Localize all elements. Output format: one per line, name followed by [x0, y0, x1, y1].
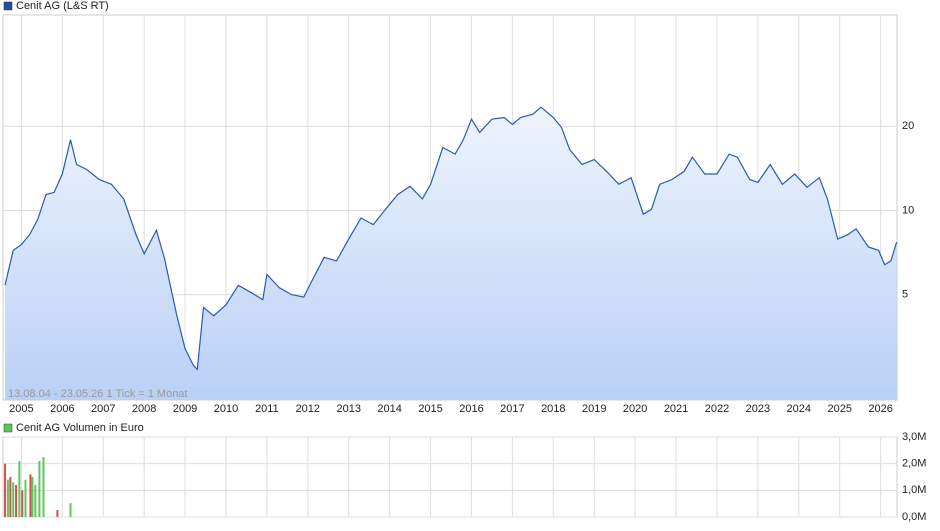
legend-swatch — [3, 423, 13, 433]
price-area — [5, 107, 897, 400]
x-tick-label: 2012 — [296, 403, 320, 415]
plot-frame — [2, 436, 898, 518]
x-tick-label: 2013 — [336, 403, 360, 415]
volume-bar — [18, 461, 21, 517]
volume-bar — [21, 490, 24, 517]
x-tick-label: 2021 — [664, 403, 688, 415]
x-tick-label: 2018 — [541, 403, 565, 415]
x-tick-label: 2026 — [868, 403, 892, 415]
volume-bar — [42, 457, 45, 517]
volume-bar — [31, 477, 34, 517]
x-tick-label: 2020 — [623, 403, 647, 415]
y-tick-label: 0,0M — [902, 511, 926, 523]
legend-label: Cenit AG Volumen in Euro — [16, 422, 144, 434]
volume-bar — [9, 477, 12, 517]
x-tick-label: 2024 — [787, 403, 811, 415]
x-tick-label: 2011 — [255, 403, 279, 415]
y-tick-label: 2,0M — [902, 458, 926, 470]
x-tick-label: 2017 — [500, 403, 524, 415]
x-tick-label: 2005 — [9, 403, 33, 415]
y-tick-label: 3,0M — [902, 431, 926, 443]
x-tick-label: 2010 — [214, 403, 238, 415]
y-tick-label: 20 — [902, 120, 914, 132]
x-tick-label: 2019 — [582, 403, 606, 415]
volume-bar — [69, 503, 72, 517]
legend-swatch — [3, 1, 13, 11]
y-tick-label: 10 — [902, 204, 914, 216]
x-tick-label: 2022 — [705, 403, 729, 415]
volume-bar — [4, 463, 7, 517]
x-tick-label: 2006 — [50, 403, 74, 415]
volume-bar — [6, 479, 9, 517]
x-tick-label: 2016 — [459, 403, 483, 415]
legend-label: Cenit AG (L&S RT) — [16, 0, 109, 12]
x-tick-label: 2023 — [746, 403, 770, 415]
volume-bar — [38, 461, 41, 517]
volume-bar — [34, 485, 37, 517]
annotation: 13.08.04 - 23.05.26 1 Tick = 1 Monat — [8, 388, 187, 400]
volume-bar — [15, 485, 18, 517]
price-line — [4, 106, 898, 371]
x-tick-label: 2025 — [827, 403, 851, 415]
volume-bar — [24, 479, 27, 517]
y-tick-label: 5 — [902, 289, 908, 301]
x-tick-label: 2009 — [173, 403, 197, 415]
volume-bar — [56, 510, 59, 517]
x-tick-label: 2008 — [132, 403, 156, 415]
x-tick-label: 2007 — [91, 403, 115, 415]
y-tick-label: 1,0M — [902, 484, 926, 496]
volume-bar — [12, 482, 15, 517]
x-tick-label: 2014 — [377, 403, 401, 415]
x-tick-label: 2015 — [418, 403, 442, 415]
volume-bar — [29, 474, 32, 517]
